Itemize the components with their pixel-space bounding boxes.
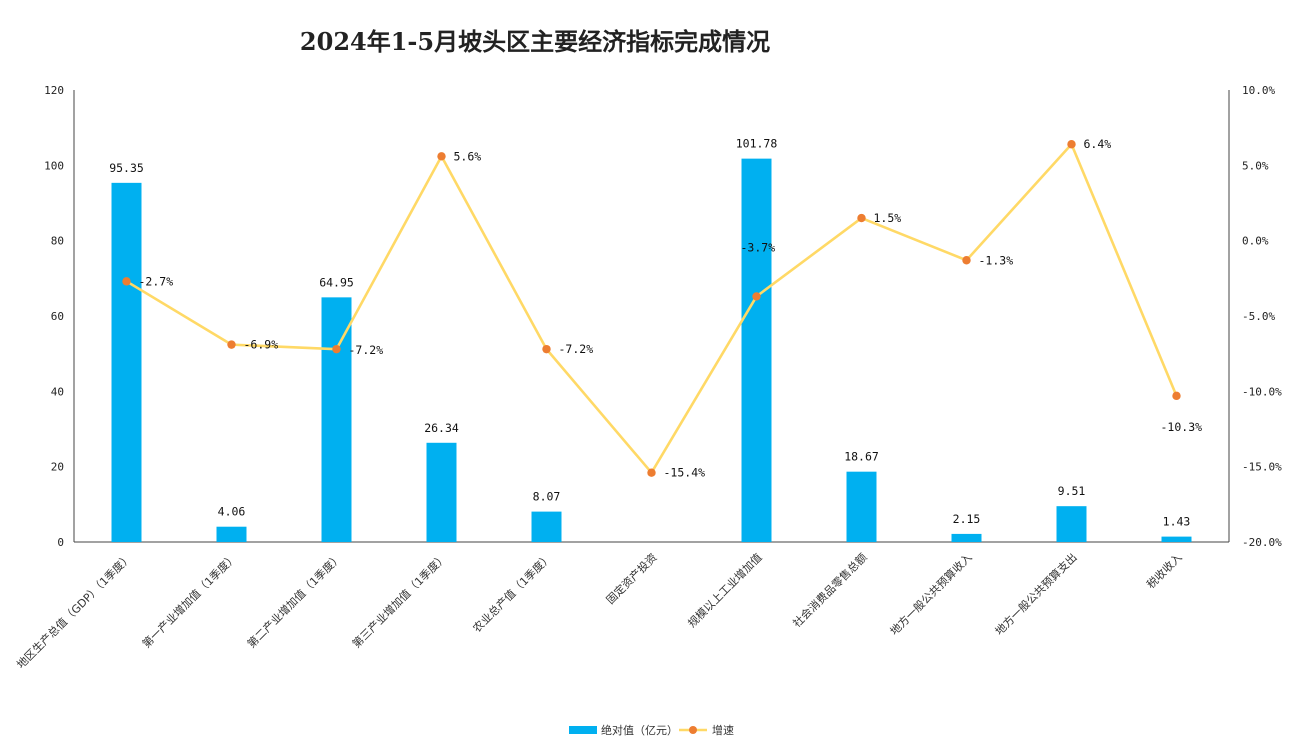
- y-left-tick-label: 20: [51, 461, 64, 474]
- y-left-tick-label: 0: [57, 536, 64, 549]
- growth-point: [857, 213, 866, 223]
- growth-value-label: -10.3%: [1161, 420, 1203, 434]
- growth-value-label: -7.2%: [349, 343, 384, 357]
- y-left-tick-label: 100: [44, 159, 64, 172]
- bar: [741, 158, 772, 542]
- category-label: 地方一般公共预算支出: [992, 550, 1080, 638]
- y-left-tick-label: 40: [51, 385, 64, 398]
- category-label: 地方一般公共预算收入: [887, 550, 975, 638]
- legend-bar-swatch: [569, 726, 597, 734]
- growth-value-label: -7.2%: [559, 342, 594, 356]
- category-label: 税收收入: [1144, 550, 1185, 591]
- category-label: 农业总产值（1季度）: [470, 550, 555, 635]
- category-label: 第三产业增加值（1季度）: [349, 550, 449, 650]
- bar: [426, 442, 457, 542]
- bar-value-label: 95.35: [109, 161, 144, 175]
- bar-value-label: 64.95: [319, 275, 354, 289]
- y-left-tick-label: 120: [44, 84, 64, 97]
- growth-point: [332, 344, 341, 354]
- bar-value-label: 2.15: [953, 512, 981, 526]
- bar: [111, 182, 142, 542]
- bar: [216, 526, 247, 542]
- bar-value-label: 26.34: [424, 421, 459, 435]
- growth-point: [437, 152, 446, 161]
- y-right-tick-label: 10.0%: [1242, 84, 1275, 97]
- y-right-tick-label: -15.0%: [1242, 461, 1282, 474]
- category-label: 第二产业增加值（1季度）: [244, 550, 344, 650]
- bar: [531, 511, 562, 542]
- bar-value-label: 18.67: [844, 450, 879, 464]
- growth-value-label: -15.4%: [664, 466, 706, 480]
- growth-line: [125, 142, 1178, 474]
- y-left-tick-label: 60: [51, 310, 64, 323]
- growth-value-label: 6.4%: [1084, 137, 1112, 151]
- legend-line-marker: [689, 726, 697, 734]
- growth-point: [227, 340, 236, 349]
- bar: [951, 533, 982, 542]
- y-right-tick-label: -20.0%: [1242, 536, 1282, 549]
- bar: [321, 297, 352, 542]
- legend-bar-label: 绝对值（亿元）: [601, 723, 678, 737]
- bar: [846, 471, 877, 542]
- category-label: 规模以上工业增加值: [685, 550, 765, 630]
- bar-value-label: 9.51: [1058, 484, 1086, 498]
- legend-line-label: 增速: [712, 723, 734, 737]
- growth-value-label: -2.7%: [139, 274, 174, 288]
- growth-point: [752, 292, 761, 301]
- growth-point: [542, 344, 551, 354]
- growth-value-label: -3.7%: [741, 240, 776, 254]
- bar-value-label: 8.07: [533, 490, 561, 504]
- chart-title: 2024年1-5月坡头区主要经济指标完成情况: [299, 27, 771, 56]
- y-right-tick-label: -5.0%: [1242, 310, 1275, 323]
- y-right-tick-label: 5.0%: [1242, 159, 1269, 172]
- growth-point: [647, 468, 656, 477]
- category-label: 社会消费品零售总额: [790, 550, 870, 630]
- growth-value-label: -6.9%: [244, 338, 279, 352]
- category-label: 地区生产总值（GDP）（1季度）: [14, 550, 135, 671]
- bar-value-label: 101.78: [736, 137, 778, 151]
- growth-value-label: 5.6%: [454, 149, 482, 163]
- y-right-tick-label: 0.0%: [1242, 235, 1269, 248]
- bar: [1161, 536, 1192, 542]
- growth-point: [962, 256, 971, 265]
- category-label: 第一产业增加值（1季度）: [139, 550, 239, 650]
- growth-point: [1172, 391, 1181, 401]
- y-right-tick-label: -10.0%: [1242, 385, 1282, 398]
- bar: [1056, 506, 1087, 542]
- growth-point: [122, 277, 131, 286]
- category-label: 固定资产投资: [603, 550, 660, 607]
- y-left-tick-label: 80: [51, 235, 64, 248]
- growth-value-label: 1.5%: [874, 211, 902, 225]
- bar-value-label: 4.06: [218, 505, 246, 519]
- growth-value-label: -1.3%: [979, 253, 1014, 267]
- bar-value-label: 1.43: [1163, 515, 1191, 529]
- growth-point: [1067, 140, 1076, 149]
